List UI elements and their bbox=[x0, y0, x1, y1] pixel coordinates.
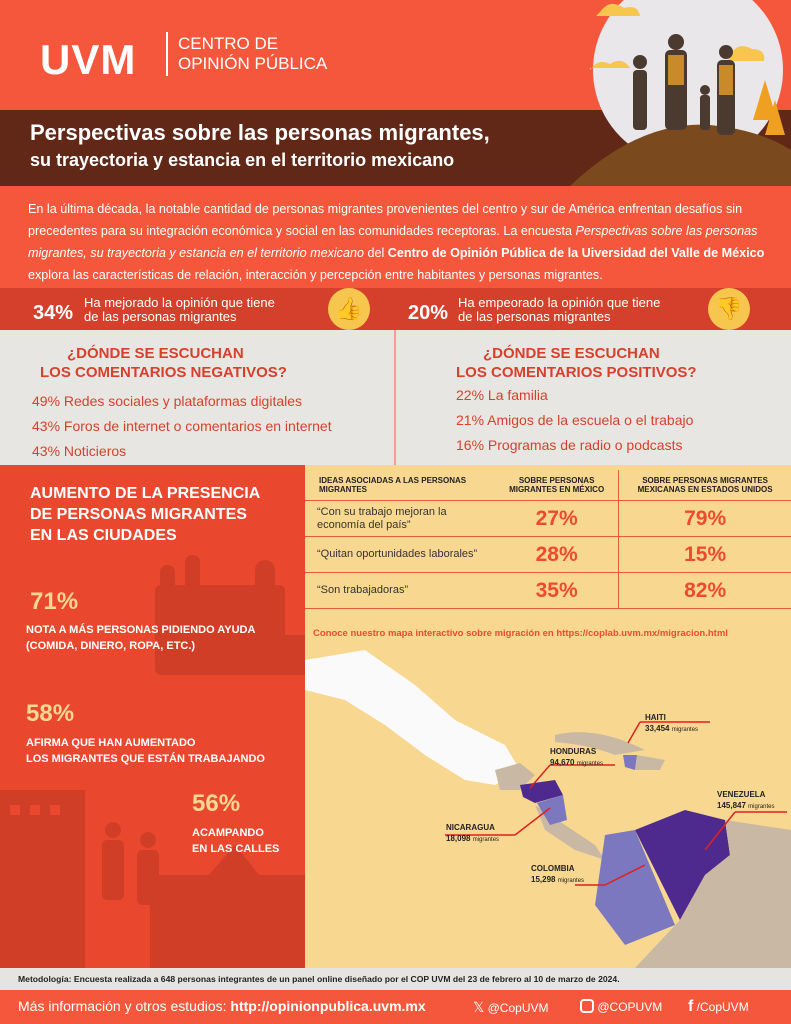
opinion-stats-band bbox=[0, 288, 791, 330]
comments-divider bbox=[394, 330, 396, 465]
worsened-stat-label: Ha empeorado la opinión que tiene de las … bbox=[458, 295, 661, 324]
negative-comments-heading: ¿DÓNDE SE ESCUCHAN LOS COMENTARIOS NEGATI… bbox=[40, 345, 287, 381]
positive-item: 21% Amigos de la escuela o el trabajo bbox=[456, 412, 694, 428]
ideas-table: IDEAS ASOCIADAS A LAS PERSONAS MIGRANTES… bbox=[305, 470, 791, 609]
mexico-shape bbox=[305, 650, 520, 785]
table-row: “Quitan oportunidades laborales” 28% 15% bbox=[305, 536, 791, 573]
positive-item: 22% La familia bbox=[456, 387, 548, 403]
city-illustration bbox=[0, 555, 305, 968]
presence-value: 56% bbox=[192, 790, 241, 817]
presence-label: NOTA A MÁS PERSONAS PIDIENDO AYUDA (COMID… bbox=[26, 624, 256, 652]
presence-value: 71% bbox=[30, 588, 79, 615]
website-link[interactable]: http://opinionpublica.uvm.mx bbox=[230, 998, 426, 1014]
map-label-nicaragua: NICARAGUA 18,098 migrantes bbox=[446, 823, 500, 843]
facebook-link[interactable]: f /CopUVM bbox=[688, 998, 749, 1015]
footer: Más información y otros estudios: http:/… bbox=[0, 990, 791, 1024]
table-row: “Son trabajadoras” 35% 82% bbox=[305, 572, 791, 609]
migrant-family-illustration bbox=[570, 0, 791, 186]
org-line1: CENTRO DE bbox=[178, 34, 279, 53]
org-line2: OPINIÓN PÚBLICA bbox=[178, 54, 328, 73]
map-label-haiti: HAITI 33,454 migrantes bbox=[645, 713, 699, 733]
nicaragua-shape bbox=[537, 795, 567, 825]
more-info: Más información y otros estudios: http:/… bbox=[18, 998, 426, 1014]
negative-item: 43% Foros de internet o comentarios en i… bbox=[32, 418, 332, 434]
presence-label: ACAMPANDO EN LAS CALLES bbox=[192, 827, 280, 855]
map-link[interactable]: Conoce nuestro mapa interactivo sobre mi… bbox=[313, 628, 728, 639]
positive-comments-heading: ¿DÓNDE SE ESCUCHAN LOS COMENTARIOS POSITI… bbox=[456, 345, 697, 381]
instagram-icon bbox=[580, 999, 594, 1013]
cuba-shape bbox=[555, 732, 645, 755]
improved-stat-label: Ha mejorado la opinión que tiene de las p… bbox=[84, 295, 275, 324]
page-subtitle: su trayectoria y estancia en el territor… bbox=[30, 150, 455, 170]
org-name: CENTRO DE OPINIÓN PÚBLICA bbox=[178, 34, 327, 74]
negative-item: 49% Redes sociales y plataformas digital… bbox=[32, 393, 303, 409]
thumbs-down-icon: 👎 bbox=[708, 288, 750, 330]
dominican-shape bbox=[635, 755, 665, 770]
positive-item: 16% Programas de radio o podcasts bbox=[456, 437, 683, 453]
haiti-shape bbox=[623, 755, 637, 770]
x-icon: 𝕏 bbox=[473, 999, 485, 1015]
intro-paragraph: En la última década, la notable cantidad… bbox=[28, 202, 765, 282]
improved-stat-value: 34% bbox=[33, 302, 74, 324]
map-label-venezuela: VENEZUELA 145,847 migrantes bbox=[717, 790, 775, 810]
page-title: Perspectivas sobre las personas migrante… bbox=[30, 120, 490, 145]
venezuela-shape bbox=[635, 810, 730, 920]
presence-heading: AUMENTO DE LA PRESENCIA DE PERSONAS MIGRA… bbox=[30, 485, 261, 544]
table-row: “Con su trabajo mejoran la economía del … bbox=[305, 500, 791, 537]
colombia-shape bbox=[595, 830, 675, 945]
map-label-colombia: COLOMBIA 15,298 migrantes bbox=[531, 864, 585, 884]
uvm-logo: UVM bbox=[40, 36, 137, 83]
thumbs-up-icon: 👍 bbox=[328, 288, 370, 330]
facebook-icon: f bbox=[688, 998, 694, 1015]
column-header: SOBRE PERSONAS MIGRANTES MEXICANAS EN ES… bbox=[618, 470, 791, 501]
methodology-note: Metodología: Encuesta realizada a 648 pe… bbox=[0, 968, 791, 990]
table-header-row: IDEAS ASOCIADAS A LAS PERSONAS MIGRANTES… bbox=[305, 470, 791, 501]
column-header: IDEAS ASOCIADAS A LAS PERSONAS MIGRANTES bbox=[305, 470, 495, 501]
map-label-honduras: HONDURAS 94,670 migrantes bbox=[550, 747, 604, 767]
x-link[interactable]: 𝕏 @CopUVM bbox=[473, 999, 549, 1015]
migration-map bbox=[305, 650, 791, 968]
presence-value: 58% bbox=[26, 700, 75, 727]
south-america-shape bbox=[635, 820, 791, 968]
instagram-link[interactable]: @COPUVM bbox=[580, 999, 662, 1014]
negative-item: 43% Noticieros bbox=[32, 443, 127, 459]
honduras-shape bbox=[520, 780, 563, 803]
presence-label: AFIRMA QUE HAN AUMENTADO LOS MIGRANTES QU… bbox=[26, 737, 265, 765]
column-header: SOBRE PERSONAS MIGRANTES EN MÉXICO bbox=[495, 470, 619, 501]
worsened-stat-value: 20% bbox=[408, 302, 449, 324]
logo-divider bbox=[166, 32, 168, 76]
